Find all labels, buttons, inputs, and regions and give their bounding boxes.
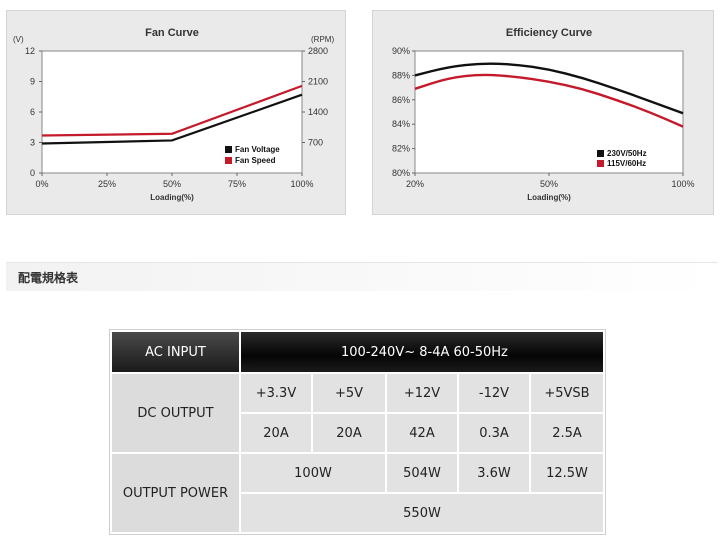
x-tick-label: 75% [228,179,246,189]
x-axis-label: Loading(%) [527,193,571,202]
rail-label: +3.3V [241,374,311,412]
left-tick-label: 9 [30,77,35,87]
x-tick-label: 100% [290,179,313,189]
right-tick-label: 1400 [308,107,328,117]
rail-label: +12V [387,374,457,412]
chart-title: Fan Curve [145,27,199,39]
legend-label: 230V/50Hz [607,149,647,158]
x-tick-label: 0% [35,179,48,189]
rail-label: +5VSB [531,374,603,412]
rail-current: 42A [387,414,457,452]
left-tick-label: 12 [25,46,35,56]
chart-title: Efficiency Curve [506,27,592,39]
rail-current: 20A [241,414,311,452]
y-tick-label: 88% [392,70,410,80]
legend-swatch [225,146,232,153]
efficiency-curve-panel: Efficiency Curve 80% 82% 84% 86% 88% 90% 20% 50%… [372,10,714,215]
table-row: 20A 20A 42A 0.3A 2.5A [112,414,603,452]
series-line [414,73,684,128]
x-axis-label: Loading(%) [150,193,194,202]
plot-area [41,50,303,174]
table-row: AC INPUT 100-240V~ 8-4A 60-50Hz [112,332,603,372]
output-power-label: OUTPUT POWER [112,454,239,532]
total-power-value: 550W [241,494,603,532]
section-title: 配電規格表 [18,271,79,285]
fan-curve-chart: Fan Curve (V) (RPM) 0 3 6 9 12 700 1400 2100 2800 0%… [13,27,334,202]
series-line [41,84,303,137]
y-tick-label: 86% [392,95,410,105]
power-value: 504W [387,454,457,492]
x-tick-label: 50% [540,179,558,189]
power-value: 12.5W [531,454,603,492]
rail-current: 20A [313,414,385,452]
legend-label: 115V/60Hz [607,159,646,168]
legend-swatch [597,150,604,157]
x-tick-label: 25% [98,179,116,189]
x-tick-label: 100% [671,179,694,189]
dc-output-label: DC OUTPUT [112,374,239,452]
ac-input-value: 100-240V~ 8-4A 60-50Hz [241,332,603,372]
rail-current: 2.5A [531,414,603,452]
rail-label: +5V [313,374,385,412]
fan-curve-panel: Fan Curve (V) (RPM) 0 3 6 9 12 700 1400 2100 2800 0%… [6,10,346,215]
legend-swatch [597,160,604,167]
left-tick-label: 3 [30,138,35,148]
right-tick-label: 700 [308,138,323,148]
section-header: 配電規格表 [6,262,718,291]
y-tick-label: 80% [392,168,410,178]
rail-label: -12V [459,374,529,412]
legend-label: Fan Voltage [235,145,280,154]
left-tick-label: 0 [30,168,35,178]
y-tick-label: 84% [392,119,410,129]
right-tick-label: 2800 [308,46,328,56]
plot-area [414,50,684,174]
legend-swatch [225,157,232,164]
combined-power-value: 100W [241,454,385,492]
right-axis-unit: (RPM) [311,35,334,44]
table-row: DC OUTPUT +3.3V +5V +12V -12V +5VSB [112,374,603,452]
x-tick-label: 50% [163,179,181,189]
y-tick-label: 82% [392,144,410,154]
efficiency-curve-chart: Efficiency Curve 80% 82% 84% 86% 88% 90% 20% 50%… [392,27,695,202]
left-axis-unit: (V) [13,35,24,44]
table-row: 550W [112,494,603,532]
legend-label: Fan Speed [235,156,276,165]
x-tick-label: 20% [406,179,424,189]
rail-current: 0.3A [459,414,529,452]
left-tick-label: 6 [30,107,35,117]
power-value: 3.6W [459,454,529,492]
right-tick-label: 2100 [308,77,328,87]
power-spec-table: AC INPUT 100-240V~ 8-4A 60-50Hz DC OUTPU… [110,330,605,534]
table-row: OUTPUT POWER 100W 504W 3.6W 12.5W [112,454,603,532]
y-tick-label: 90% [392,46,410,56]
ac-input-label: AC INPUT [112,332,239,372]
series-line [41,93,303,145]
series-line [414,62,684,115]
